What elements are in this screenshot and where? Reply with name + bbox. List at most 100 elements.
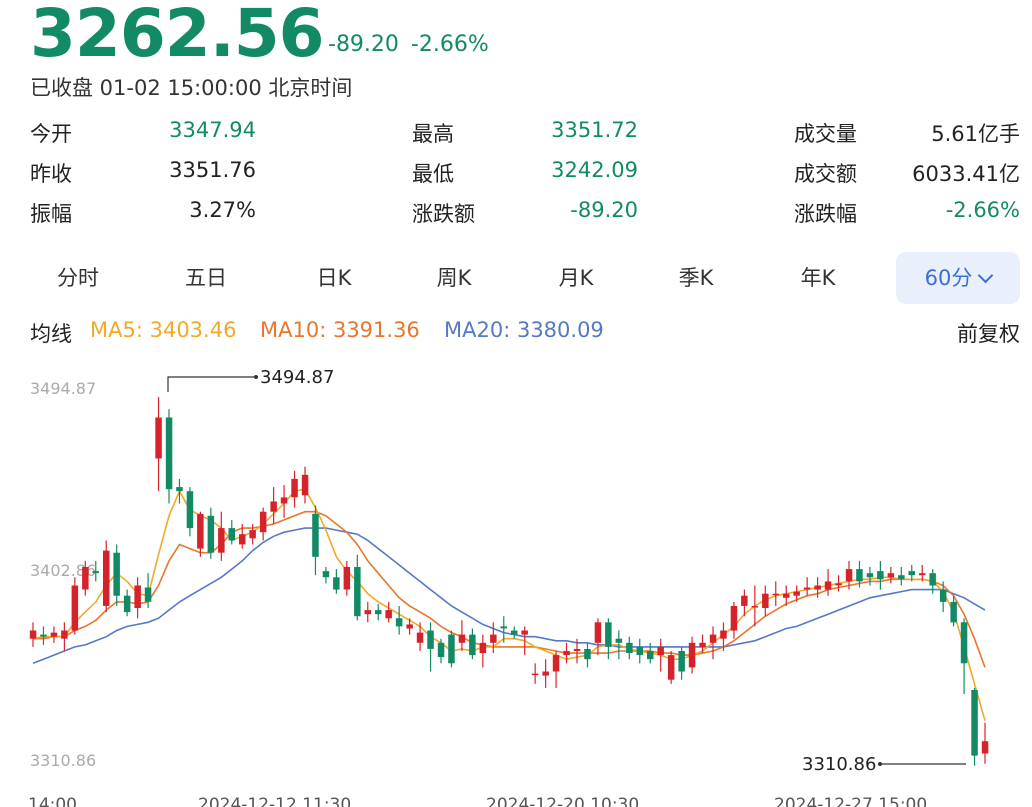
candle-body [887, 573, 895, 578]
candle-body [364, 610, 371, 615]
ma10-legend: MA10: 3391.36 [260, 318, 420, 342]
stat-value: 3242.09 [551, 158, 638, 182]
candle-body [479, 642, 487, 653]
ma20-legend: MA20: 3380.09 [444, 318, 604, 342]
candle [542, 659, 549, 688]
candle [552, 651, 560, 688]
high-callout: 3494.87 [167, 367, 334, 392]
candle [239, 524, 246, 549]
low-callout: 3310.86 [802, 754, 966, 775]
candle-body [437, 642, 445, 658]
candle-body [594, 622, 602, 643]
candle-body [82, 567, 89, 590]
candle-body [395, 618, 403, 627]
stat-value: 6033.41亿 [912, 162, 1020, 186]
candle [395, 605, 403, 635]
candle-body [103, 550, 110, 606]
candle-body [228, 528, 235, 541]
candle-body [500, 626, 507, 629]
candle [741, 589, 748, 617]
x-label: 2024-12-27 15:00 [774, 795, 927, 807]
candle-body [490, 634, 497, 643]
candle-body [751, 606, 759, 608]
candle-body [772, 593, 779, 596]
candle [971, 687, 978, 766]
stat-value: -89.20 [570, 198, 638, 222]
candle [511, 626, 518, 639]
stat-value: 5.61亿手 [931, 122, 1020, 146]
tab-daily-k[interactable]: 日K [316, 266, 352, 290]
candle [531, 663, 539, 684]
candle [479, 634, 487, 668]
candle-body [950, 601, 957, 623]
candle-body [155, 417, 162, 459]
candle [103, 540, 110, 613]
stat-label: 最低 [412, 162, 454, 186]
candle-body [647, 651, 654, 660]
candle [939, 581, 947, 613]
candle [762, 585, 769, 617]
candle [82, 560, 89, 596]
candle [856, 560, 863, 588]
candle-body [427, 630, 434, 649]
tab-monthly-k[interactable]: 月K [558, 266, 594, 290]
candle [427, 622, 434, 672]
candle-body [239, 534, 246, 545]
candle-body [741, 595, 748, 606]
candle [877, 560, 884, 590]
tab-yearly-k[interactable]: 年K [800, 266, 836, 290]
candle [835, 575, 842, 592]
stat-label: 涨跌幅 [794, 202, 857, 226]
candle [343, 560, 351, 596]
stat-value: 3351.72 [551, 118, 638, 142]
stat-label: 最高 [412, 122, 454, 146]
tab-60min[interactable]: 60分 [896, 252, 1020, 304]
candle-body [458, 634, 466, 643]
candle [218, 511, 225, 561]
candle-body [123, 595, 131, 613]
adjust-mode[interactable]: 前复权 [957, 322, 1020, 346]
candle-body [605, 622, 612, 647]
candle-body [898, 575, 905, 580]
high-callout-label: 3494.87 [260, 367, 334, 388]
candle-body [542, 671, 549, 676]
candle [469, 628, 476, 660]
candle [416, 622, 424, 652]
candle [448, 630, 455, 668]
tab-intraday[interactable]: 分时 [57, 266, 99, 290]
candle [678, 646, 685, 680]
candle-body [720, 630, 727, 639]
candle-body [207, 515, 215, 553]
candle [375, 603, 382, 621]
candle-body [803, 587, 811, 590]
candle-body [134, 585, 141, 608]
candlestick-chart: 3494.87 3402.86 3310.86 3494.87 3310.86 … [28, 367, 989, 807]
candle-body [657, 646, 664, 656]
change-points: -89.20 [328, 32, 399, 57]
candle [61, 622, 68, 652]
candle-body [259, 511, 267, 533]
candle [176, 478, 183, 504]
candle [186, 487, 194, 537]
tab-quarterly-k[interactable]: 季K [678, 266, 714, 290]
candle-body [835, 583, 842, 586]
candle-body [71, 585, 79, 631]
candle [667, 651, 675, 684]
candle-body [511, 630, 518, 635]
candle [898, 567, 905, 586]
candle-body [521, 630, 528, 635]
candle [845, 560, 853, 590]
stat-label: 昨收 [30, 162, 72, 186]
candle-body [783, 593, 790, 598]
candle-body [249, 530, 256, 539]
tab-five-day[interactable]: 五日 [185, 266, 227, 290]
price-change: -89.20 -2.66% [328, 32, 501, 57]
candle [207, 507, 215, 559]
candle [573, 638, 581, 664]
candle [249, 524, 256, 545]
candle-body [552, 655, 560, 672]
candle-body [354, 567, 361, 617]
tab-weekly-k[interactable]: 周K [436, 266, 472, 290]
candle [563, 642, 570, 664]
stat-label: 振幅 [30, 202, 72, 226]
